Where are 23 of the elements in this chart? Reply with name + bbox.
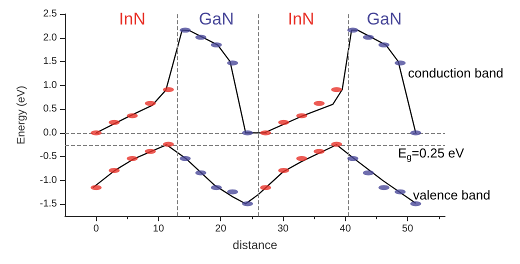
text: InN [119, 10, 146, 28]
x-tick-label: 10 [152, 224, 164, 235]
y-axis-title: Energy (eV) [16, 86, 28, 144]
y-tick-label: -1.0 [40, 174, 58, 186]
x-tick-label: 0 [93, 224, 100, 235]
y-tick-label: 2.5 [43, 8, 58, 20]
y-tick-label: 2.0 [43, 32, 58, 44]
x-tick-label: 20 [215, 224, 227, 235]
x-tick-label: 40 [340, 224, 352, 235]
y-tick-label: -1.5 [40, 198, 58, 210]
y-tick-label: 1.5 [43, 56, 58, 68]
y-tick-label: 1.0 [43, 80, 58, 91]
annotation: valence band [413, 188, 490, 202]
y-tick-label: 0.0 [43, 127, 58, 138]
x-tick-label: 50 [402, 224, 414, 235]
x-tick-label: 30 [277, 224, 290, 235]
series-label: GaN [366, 10, 402, 28]
y-tick-label: 0.5 [43, 104, 58, 115]
text: GaN [198, 10, 234, 28]
x-axis-title: distance [232, 238, 278, 252]
y-tick-label: -0.5 [40, 151, 58, 162]
annotation: conduction band [408, 66, 504, 80]
text: InN [288, 10, 314, 28]
